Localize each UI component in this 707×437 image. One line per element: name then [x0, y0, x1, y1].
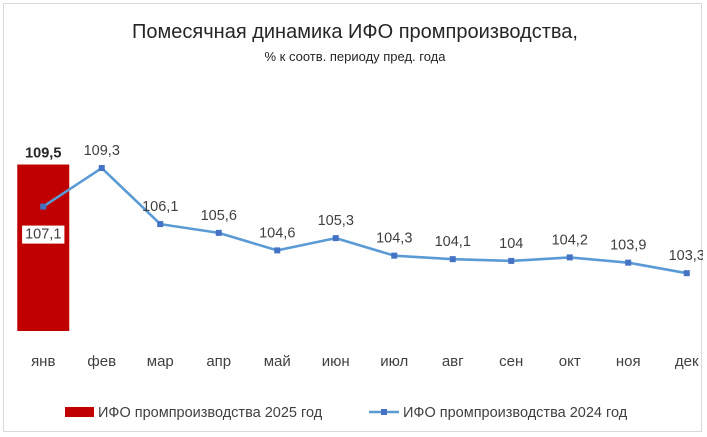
- x-tick-июн: июн: [322, 353, 350, 370]
- legend-marker-2024: [381, 409, 387, 415]
- line-label-окт: 104,2: [552, 232, 588, 248]
- line-label-июн: 105,3: [318, 213, 354, 229]
- point-июн: [332, 235, 339, 242]
- point-сен: [508, 257, 515, 264]
- point-июл: [391, 252, 398, 259]
- chart-title: Помесячная динамика ИФО промпроизводства…: [132, 21, 578, 43]
- point-авг: [449, 256, 456, 263]
- x-tick-ноя: ноя: [616, 353, 641, 370]
- x-tick-июл: июл: [380, 353, 408, 370]
- x-tick-мар: мар: [147, 353, 174, 370]
- line-series-2024: [42, 166, 687, 275]
- x-tick-дек: дек: [675, 353, 699, 370]
- point-ноя: [625, 259, 632, 266]
- x-tick-янв: янв: [31, 353, 55, 370]
- bar-янв: [17, 164, 70, 331]
- bar-label-янв: 109,5: [25, 146, 61, 162]
- legend-label-2025: ИФО промпроизводства 2025 год: [98, 405, 323, 421]
- x-tick-авг: авг: [442, 353, 464, 370]
- legend-label-2024: ИФО промпроизводства 2024 год: [403, 405, 628, 421]
- point-янв: [40, 203, 47, 210]
- x-tick-фев: фев: [87, 353, 116, 370]
- line-label-ноя: 103,9: [610, 238, 646, 254]
- point-фев: [98, 165, 105, 172]
- line-label-апр: 105,6: [201, 208, 237, 224]
- chart-subtitle: % к соотв. периоду пред. года: [264, 49, 446, 64]
- plot-area: 109,5 107,1 109,3 106,1 105,6 104,6 105,3 104,3…: [17, 143, 703, 370]
- x-tick-май: май: [264, 353, 291, 370]
- line-label-сен: 104: [499, 236, 523, 252]
- x-tick-апр: апр: [206, 353, 231, 370]
- chart-canvas: Помесячная динамика ИФО промпроизводства…: [17, 21, 703, 421]
- chart-frame: Помесячная динамика ИФО промпроизводства…: [3, 3, 703, 432]
- legend: ИФО промпроизводства 2025 год ИФО промпро…: [65, 405, 628, 421]
- line-label-дек: 103,3: [669, 248, 703, 264]
- x-tick-сен: сен: [499, 353, 523, 370]
- line-label-июл: 104,3: [376, 231, 412, 247]
- point-мар: [157, 221, 164, 228]
- line-label-фев: 109,3: [84, 143, 120, 159]
- legend-swatch-2025: [65, 407, 94, 417]
- point-окт: [566, 254, 573, 261]
- x-tick-окт: окт: [559, 353, 581, 370]
- point-апр: [215, 229, 222, 236]
- line-label-авг: 104,1: [435, 234, 471, 250]
- point-дек: [683, 270, 690, 277]
- line-label-янв: 107,1: [25, 227, 61, 243]
- line-label-май: 104,6: [259, 225, 295, 241]
- point-май: [274, 247, 281, 254]
- line-label-мар: 106,1: [142, 199, 178, 215]
- line-label-background: [22, 225, 65, 244]
